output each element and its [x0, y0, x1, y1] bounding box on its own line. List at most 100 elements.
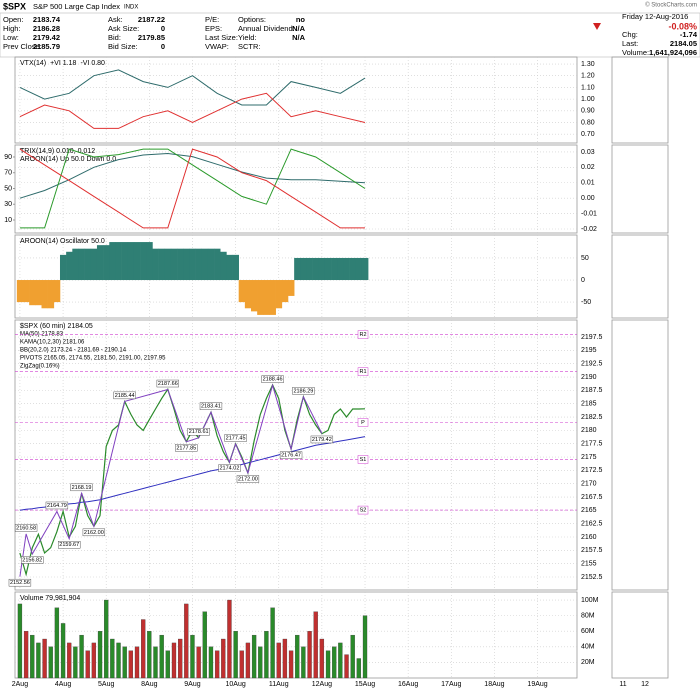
y-tick-label: 1.30	[581, 61, 595, 68]
oscillator-bar	[232, 254, 239, 281]
oscillator-bar	[103, 245, 110, 281]
volume-bar	[30, 634, 35, 679]
zigzag-label-box	[187, 428, 210, 436]
oscillator-bar	[201, 248, 209, 281]
y-tick-label: -0.01	[581, 210, 597, 217]
y-tick-label: 2182.5	[581, 414, 603, 421]
oscillator-bar	[164, 248, 172, 281]
y-tick-label: 0.70	[581, 131, 595, 138]
zigzag-label-box	[261, 375, 284, 383]
mini-x-tick-label: 12	[641, 681, 649, 688]
legend-entry: $SPX (60 min) 2184.05	[20, 323, 93, 330]
volume-bar	[276, 642, 281, 679]
oscillator-bar	[133, 242, 141, 281]
volume-bar	[122, 646, 127, 679]
quote-label: Open:	[3, 15, 23, 24]
series-line	[19, 436, 366, 511]
volume-bar	[338, 642, 343, 679]
oscillator-bar	[269, 280, 276, 315]
volume-bar	[91, 642, 97, 679]
volume-bar	[258, 646, 263, 679]
y-tick-label: 80M	[581, 612, 595, 619]
quote-label: Ask:	[108, 15, 123, 24]
oscillator-bar	[59, 254, 67, 281]
y-tick-label: 2190	[581, 374, 597, 381]
zigzag-label-box	[82, 528, 106, 537]
zigzag-label-box	[8, 578, 32, 587]
quote-label: Bid:	[108, 33, 121, 42]
y-tick-label: 100M	[581, 597, 599, 604]
quote-label: Options:	[238, 15, 266, 24]
quote-date: Friday 12-Aug-2016	[622, 12, 688, 21]
mini-panel-frame	[611, 144, 669, 234]
volume-bar	[313, 611, 318, 679]
zigzag-label-box	[45, 501, 69, 510]
y-tick-label: 2157.5	[581, 547, 603, 554]
zigzag-label: 2172.00	[238, 476, 258, 482]
volume-bar	[165, 650, 170, 679]
quote-value: 2186.28	[33, 24, 60, 33]
y-tick-label: 2172.5	[581, 467, 603, 474]
oscillator-bar	[318, 257, 326, 281]
oscillator-bar	[306, 257, 313, 281]
oscillator-bar	[109, 242, 116, 281]
zigzag-label-box	[292, 387, 315, 395]
volume-bar	[239, 650, 244, 679]
zigzag-label: 2177.45	[226, 435, 246, 441]
y-tick-label: 2185	[581, 401, 597, 408]
left-tick-label: 90	[4, 154, 12, 161]
y-tick-label: 0.00	[581, 195, 595, 202]
series-line	[19, 383, 323, 577]
pivot-box	[357, 455, 369, 464]
summary-label: Volume:	[622, 48, 649, 57]
oscillator-bar	[115, 242, 122, 281]
quote-box	[0, 12, 700, 58]
zigzag-label-box	[21, 556, 44, 564]
oscillator-bar	[146, 242, 153, 281]
legend-entry: -VI 0.80	[80, 60, 105, 67]
x-tick-label: 12Aug	[312, 681, 332, 688]
oscillator-bar	[140, 242, 147, 281]
pivot-box	[357, 505, 369, 515]
oscillator-bar	[294, 257, 301, 281]
legend-entry: AROON(14) Oscillator 50.0	[20, 238, 105, 245]
series-line	[19, 148, 366, 229]
exchange: INDX	[124, 5, 138, 11]
y-tick-label: 2165	[581, 507, 597, 514]
volume-bar	[325, 650, 331, 679]
mini-panel-frame	[611, 319, 669, 591]
volume-bar	[159, 634, 164, 679]
oscillator-bar	[349, 257, 357, 281]
volume-bar	[177, 638, 183, 679]
y-tick-label: 2195	[581, 347, 597, 354]
volume-bar	[362, 615, 368, 679]
zigzag-label: 2174.02	[220, 466, 240, 472]
zigzag-label: 2178.61	[189, 429, 209, 435]
x-tick-label: 10Aug	[225, 681, 245, 688]
quote-label: High:	[3, 24, 21, 33]
y-tick-label: 2152.5	[581, 574, 603, 581]
oscillator-bar	[66, 251, 73, 281]
summary-label: Last:	[622, 39, 638, 48]
volume-bar	[54, 607, 60, 679]
y-tick-label: 40M	[581, 644, 595, 651]
oscillator-bar	[127, 242, 135, 281]
oscillator-bar	[214, 248, 221, 281]
oscillator-bar	[183, 248, 190, 281]
volume-bar	[128, 650, 134, 679]
quote-label: EPS:	[205, 24, 222, 33]
oscillator-bar	[263, 280, 270, 315]
zigzag-label: 2179.42	[312, 437, 332, 443]
y-tick-label: 2192.5	[581, 361, 603, 368]
left-tick-label: 70	[4, 170, 12, 177]
volume-bar	[134, 646, 140, 679]
zigzag-label-box	[113, 391, 136, 400]
y-tick-label: 2177.5	[581, 441, 603, 448]
quote-label: Bid Size:	[108, 42, 138, 51]
quote-label: Last Size:	[205, 33, 238, 42]
y-tick-label: 2162.5	[581, 521, 603, 528]
left-tick-label: 10	[4, 217, 12, 224]
legend-entry: VTX(14)	[20, 60, 46, 67]
oscillator-bar	[152, 248, 159, 281]
volume-bar	[288, 650, 294, 679]
